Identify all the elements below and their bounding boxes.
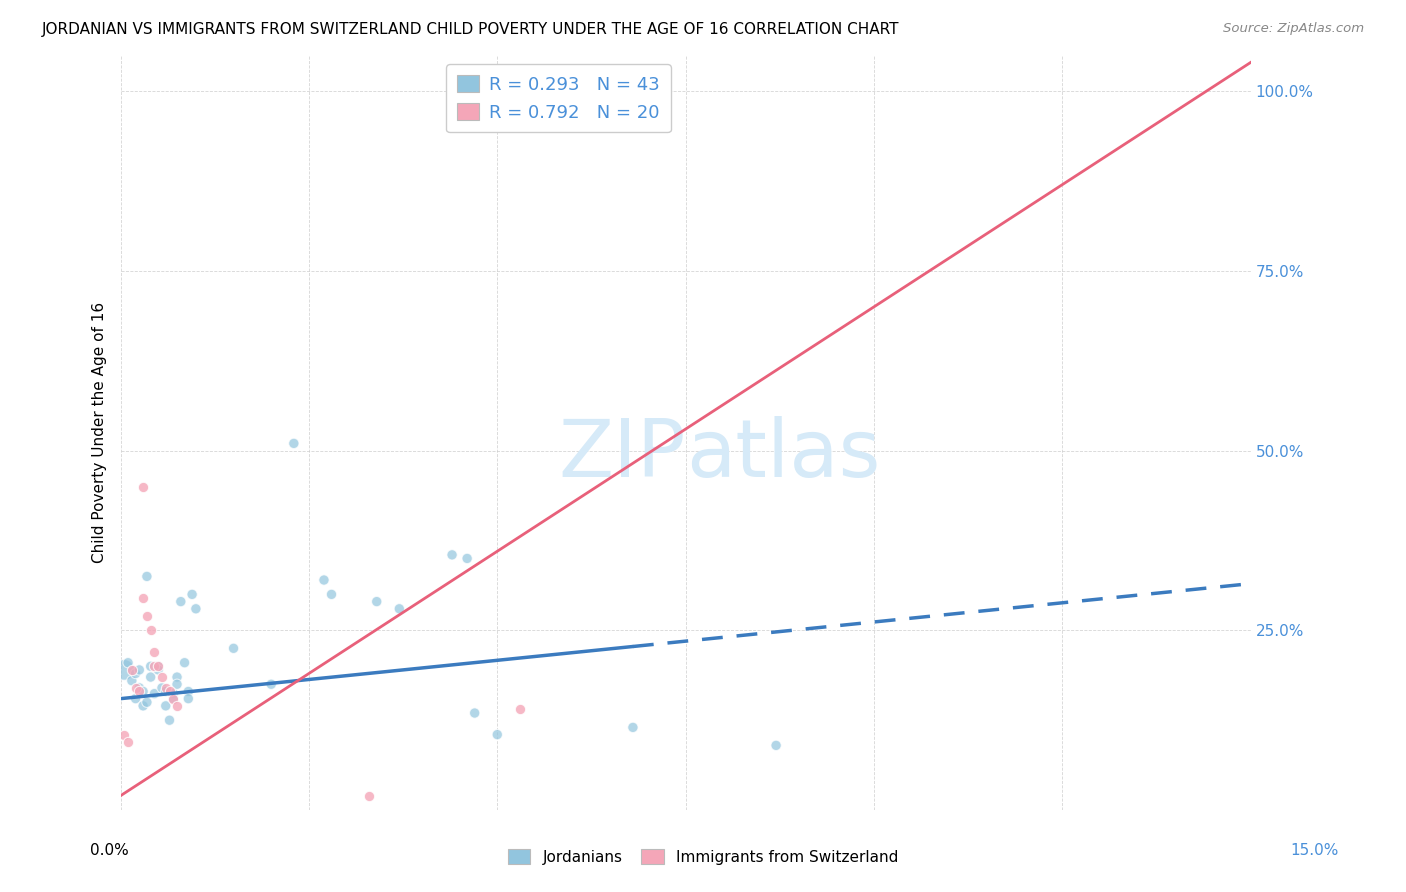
Point	[170, 594, 193, 608]
Point	[112, 663, 135, 677]
Point	[260, 677, 283, 691]
Point	[283, 436, 305, 450]
Point	[132, 479, 155, 493]
Point	[166, 670, 188, 684]
Text: 0.0%: 0.0%	[90, 843, 129, 858]
Point	[166, 677, 188, 691]
Point	[359, 789, 381, 803]
Point	[139, 670, 162, 684]
Point	[150, 670, 173, 684]
Text: ZIP: ZIP	[558, 417, 686, 494]
Point	[117, 735, 139, 749]
Point	[121, 663, 143, 677]
Point	[184, 601, 207, 615]
Text: JORDANIAN VS IMMIGRANTS FROM SWITZERLAND CHILD POVERTY UNDER THE AGE OF 16 CORRE: JORDANIAN VS IMMIGRANTS FROM SWITZERLAND…	[42, 22, 900, 37]
Point	[139, 659, 162, 673]
Point	[148, 663, 170, 677]
Point	[181, 587, 204, 601]
Point	[177, 691, 200, 706]
Point	[135, 695, 157, 709]
Text: atlas: atlas	[686, 417, 880, 494]
Legend: Jordanians, Immigrants from Switzerland: Jordanians, Immigrants from Switzerland	[502, 843, 904, 871]
Point	[135, 609, 157, 624]
Point	[135, 569, 157, 583]
Point	[162, 691, 184, 706]
Point	[441, 548, 464, 562]
Legend: R = 0.293   N = 43, R = 0.792   N = 20: R = 0.293 N = 43, R = 0.792 N = 20	[446, 64, 671, 133]
Text: 15.0%: 15.0%	[1291, 843, 1339, 858]
Point	[128, 681, 150, 695]
Point	[139, 624, 162, 638]
Point	[621, 720, 644, 734]
Point	[765, 739, 787, 753]
Point	[117, 656, 139, 670]
Text: Source: ZipAtlas.com: Source: ZipAtlas.com	[1223, 22, 1364, 36]
Point	[177, 684, 200, 698]
Point	[159, 713, 181, 727]
Point	[143, 687, 166, 701]
Point	[388, 601, 411, 615]
Point	[173, 656, 195, 670]
Point	[132, 684, 155, 698]
Point	[456, 84, 478, 98]
Point	[155, 681, 177, 695]
Point	[128, 684, 150, 698]
Point	[155, 684, 177, 698]
Point	[222, 641, 245, 656]
Point	[132, 698, 155, 713]
Point	[162, 691, 184, 706]
Point	[321, 587, 343, 601]
Point	[486, 728, 509, 742]
Point	[509, 702, 531, 716]
Point	[112, 728, 135, 742]
Point	[132, 591, 155, 605]
Point	[143, 645, 166, 659]
Y-axis label: Child Poverty Under the Age of 16: Child Poverty Under the Age of 16	[93, 302, 107, 563]
Point	[150, 681, 173, 695]
Point	[312, 573, 335, 587]
Point	[148, 659, 170, 673]
Point	[456, 551, 478, 566]
Point	[121, 673, 143, 688]
Point	[155, 698, 177, 713]
Point	[162, 687, 184, 701]
Point	[166, 698, 188, 713]
Point	[148, 659, 170, 673]
Point	[366, 594, 388, 608]
Point	[124, 691, 146, 706]
Point	[124, 666, 146, 681]
Point	[143, 659, 166, 673]
Point	[128, 663, 150, 677]
Point	[464, 706, 486, 720]
Point	[124, 681, 146, 695]
Point	[159, 684, 181, 698]
